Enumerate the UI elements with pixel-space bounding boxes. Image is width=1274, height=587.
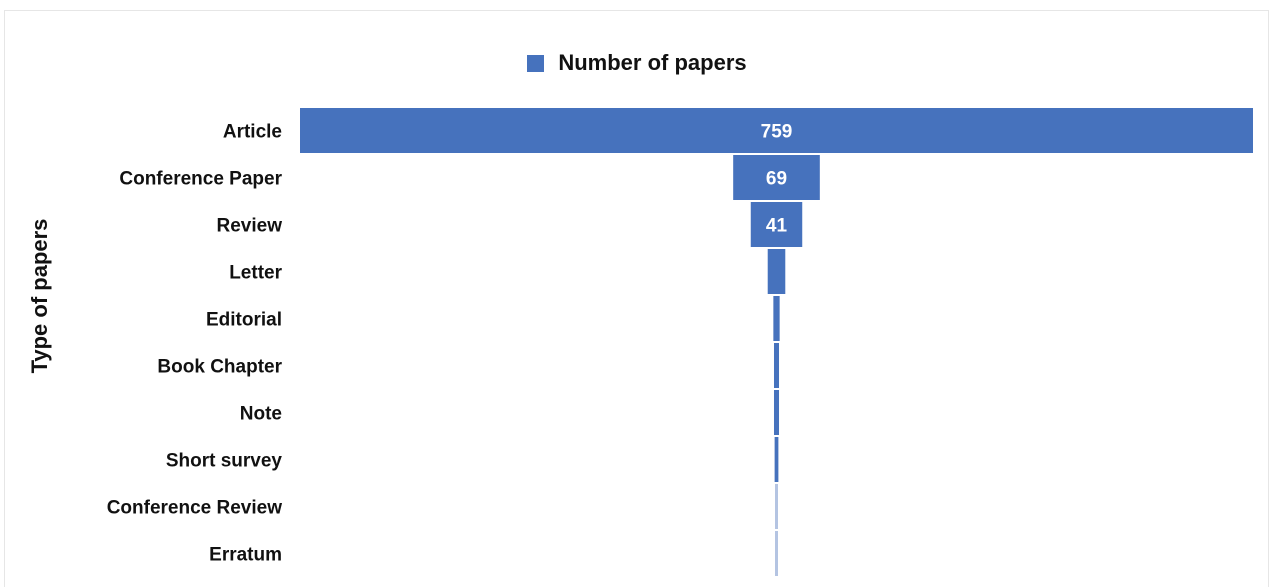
category-label: Review [217,216,283,237]
legend-label: Number of papers [558,50,747,75]
data-label: 41 [766,216,788,237]
bar-editorial [773,296,780,341]
bar-conference-paper [733,155,820,200]
category-label: Note [240,404,282,425]
category-label: Conference Paper [119,169,282,190]
category-label: Erratum [209,545,282,566]
bar-letter [767,249,786,294]
bar-conference-review [775,484,778,529]
legend: Number of papers [0,50,1274,76]
bar-erratum [775,531,778,576]
category-label: Editorial [206,310,282,331]
chart-frame [4,10,1269,587]
category-label: Conference Review [107,498,283,519]
bar-review [750,202,803,247]
bar-short-survey [774,437,779,482]
data-label: 759 [761,122,793,143]
bar-note [773,390,780,435]
category-label: Short survey [166,451,283,472]
category-label: Letter [229,263,282,284]
category-label: Book Chapter [157,357,282,378]
data-label: 69 [766,169,787,190]
bar-book-chapter [773,343,780,388]
category-label: Article [223,122,282,143]
bar-article [300,108,1253,153]
legend-swatch [527,54,545,72]
